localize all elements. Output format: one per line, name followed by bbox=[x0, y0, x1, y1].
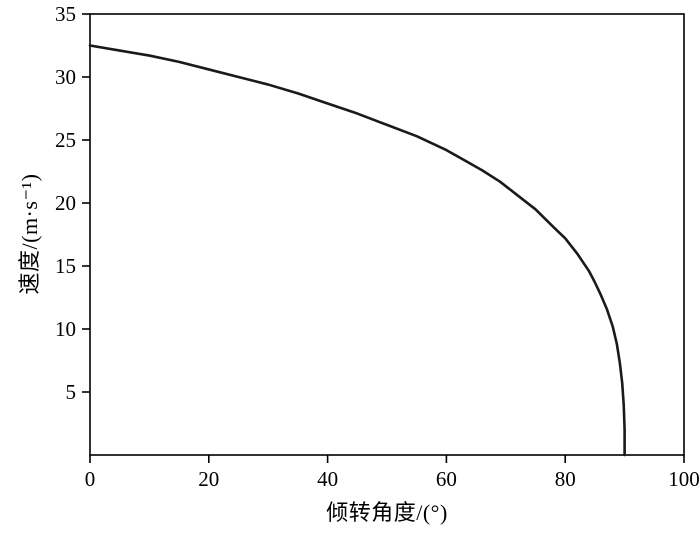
y-tick-label: 30 bbox=[55, 65, 76, 89]
y-tick-label: 15 bbox=[55, 254, 76, 278]
x-tick-label: 40 bbox=[317, 467, 338, 491]
y-tick-label: 25 bbox=[55, 128, 76, 152]
x-tick-label: 100 bbox=[668, 467, 700, 491]
x-tick-label: 80 bbox=[555, 467, 576, 491]
data-curve bbox=[88, 44, 626, 457]
x-tick-label: 20 bbox=[198, 467, 219, 491]
y-tick-label: 35 bbox=[55, 2, 76, 26]
y-axis-title: 速度/(m·s⁻¹) bbox=[17, 173, 42, 295]
y-tick-label: 10 bbox=[55, 317, 76, 341]
x-tick-label: 0 bbox=[85, 467, 96, 491]
plot-frame bbox=[89, 13, 685, 456]
y-tick-label: 5 bbox=[66, 380, 77, 404]
y-tick-label: 20 bbox=[55, 191, 76, 215]
x-axis-title: 倾转角度/(°) bbox=[326, 500, 448, 525]
x-tick-label: 60 bbox=[436, 467, 457, 491]
